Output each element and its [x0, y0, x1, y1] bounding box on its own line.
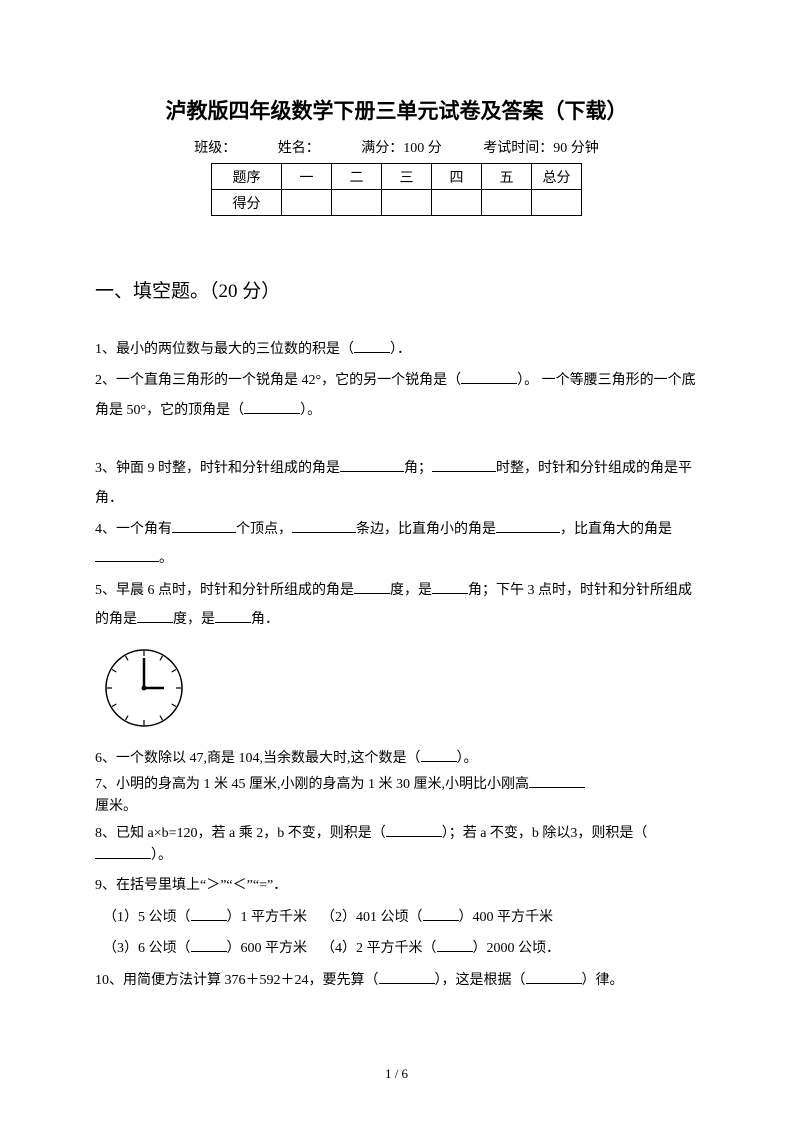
- question-text: 角．: [251, 612, 279, 627]
- fill-blank[interactable]: [95, 845, 151, 859]
- question-text: 2、一个直角三角形的一个锐角是 42°，它的另一个锐角是（: [95, 373, 461, 388]
- question-text: 厘米。: [95, 799, 137, 814]
- fill-blank[interactable]: [432, 458, 496, 472]
- fill-blank[interactable]: [340, 458, 404, 472]
- question-text: 8、已知 a×b=120，若 a 乘 2，b 不变，则积是（: [95, 826, 386, 841]
- question-text: 1、最小的两位数与最大的三位数的积是（: [95, 342, 354, 357]
- question-text: 度，是: [173, 612, 215, 627]
- question-text: ，比直角大的角是: [560, 522, 672, 537]
- question-text: ）。: [457, 751, 478, 766]
- fill-blank[interactable]: [244, 400, 300, 414]
- header-cell: 一: [282, 164, 332, 190]
- question-4: 4、一个角有 个顶点， 条边，比直角小的角是 ，比直角大的角是。: [95, 515, 698, 574]
- fill-blank[interactable]: [379, 970, 435, 984]
- score-cell: [482, 190, 532, 216]
- question-text: （3）6 公顷（: [103, 941, 191, 956]
- fullmark-label: 满分：100 分: [361, 141, 442, 156]
- question-text: （2）401 公顷（: [321, 910, 423, 925]
- question-text: 条边，比直角小的角是: [356, 522, 496, 537]
- question-text: 6、一个数除以 47,商是 104,当余数最大时,这个数是（: [95, 751, 421, 766]
- score-cell: [332, 190, 382, 216]
- fill-blank[interactable]: [95, 548, 159, 562]
- question-text: ），这是根据（: [435, 973, 526, 988]
- question-9-row2: （3）6 公顷（ ）600 平方米 （4）2 平方千米（ ）2000 公顷．: [95, 934, 698, 963]
- fill-blank[interactable]: [496, 519, 560, 533]
- header-cell: 题序: [212, 164, 282, 190]
- question-5: 5、早晨 6 点时，时针和分针所组成的角是度，是角；下午 3 点时，时针和分针所…: [95, 576, 698, 635]
- fill-blank[interactable]: [423, 907, 459, 921]
- score-cell: [532, 190, 582, 216]
- score-cell: [382, 190, 432, 216]
- exam-info-line: 班级： 姓名： 满分：100 分 考试时间：90 分钟: [95, 137, 698, 157]
- fill-blank[interactable]: [191, 907, 227, 921]
- table-row: 题序 一 二 三 四 五 总分: [212, 164, 582, 190]
- score-cell: [282, 190, 332, 216]
- fill-blank[interactable]: [432, 580, 468, 594]
- score-table: 题序 一 二 三 四 五 总分 得分: [211, 163, 582, 216]
- question-text: ）。: [151, 848, 172, 863]
- fill-blank[interactable]: [215, 609, 251, 623]
- fill-blank[interactable]: [529, 774, 585, 788]
- question-text: 5、早晨 6 点时，时针和分针所组成的角是: [95, 583, 354, 598]
- fill-blank[interactable]: [354, 580, 390, 594]
- question-10: 10、用简便方法计算 376＋592＋24，要先算（ ），这是根据（ ）律。: [95, 966, 698, 995]
- fill-blank[interactable]: [354, 339, 390, 353]
- fill-blank[interactable]: [137, 609, 173, 623]
- header-cell: 三: [382, 164, 432, 190]
- question-text: ）律。: [582, 973, 624, 988]
- question-text: ）600 平方米: [227, 941, 308, 956]
- question-6: 6、一个数除以 47,商是 104,当余数最大时,这个数是（ ）。: [95, 748, 698, 770]
- question-text: ）400 平方千米: [459, 910, 554, 925]
- question-text: 度，是: [390, 583, 432, 598]
- fill-blank[interactable]: [461, 370, 517, 384]
- clock-icon: [101, 645, 187, 731]
- name-label: 姓名：: [278, 141, 320, 156]
- question-text: 。: [159, 551, 173, 566]
- question-8: 8、已知 a×b=120，若 a 乘 2，b 不变，则积是（ ）；若 a 不变，b…: [95, 823, 698, 868]
- question-text: 个顶点，: [236, 522, 292, 537]
- table-row: 得分: [212, 190, 582, 216]
- score-cell: [432, 190, 482, 216]
- question-text: （1）5 公顷（: [103, 910, 191, 925]
- fill-blank[interactable]: [191, 938, 227, 952]
- class-label: 班级：: [194, 141, 236, 156]
- question-1: 1、最小的两位数与最大的三位数的积是（ ）．: [95, 335, 698, 364]
- fill-blank[interactable]: [386, 823, 442, 837]
- question-text: ）．: [390, 342, 411, 357]
- question-9: 9、在括号里填上“＞”“＜”“=”．: [95, 871, 698, 900]
- question-text: （4）2 平方千米（: [321, 941, 437, 956]
- question-text: ）；若 a 不变，b 除以3，则积是（: [442, 826, 648, 841]
- question-text: ）2000 公顷．: [473, 941, 561, 956]
- fill-blank[interactable]: [526, 970, 582, 984]
- question-7: 7、小明的身高为 1 米 45 厘米,小刚的身高为 1 米 30 厘米,小明比小…: [95, 774, 698, 819]
- question-9-row1: （1）5 公顷（ ）1 平方千米 （2）401 公顷（ ）400 平方千米: [95, 903, 698, 932]
- question-text: 7、小明的身高为 1 米 45 厘米,小刚的身高为 1 米 30 厘米,小明比小…: [95, 777, 529, 792]
- header-cell: 总分: [532, 164, 582, 190]
- fill-blank[interactable]: [172, 519, 236, 533]
- question-text: ）。: [300, 403, 321, 418]
- question-3: 3、钟面 9 时整，时针和分针组成的角是角；时整，时针和分针组成的角是平角．: [95, 454, 698, 513]
- score-label-cell: 得分: [212, 190, 282, 216]
- page-number: 1 / 6: [0, 1066, 793, 1082]
- header-cell: 四: [432, 164, 482, 190]
- clock-figure: [101, 645, 698, 736]
- fill-blank[interactable]: [437, 938, 473, 952]
- fill-blank[interactable]: [421, 748, 457, 762]
- time-label: 考试时间：90 分钟: [483, 141, 599, 156]
- question-text: ）1 平方千米: [227, 910, 308, 925]
- header-cell: 五: [482, 164, 532, 190]
- question-text: 10、用简便方法计算 376＋592＋24，要先算（: [95, 973, 379, 988]
- question-text: 3、钟面 9 时整，时针和分针组成的角是: [95, 461, 340, 476]
- question-text: 角；: [404, 461, 432, 476]
- fill-blank[interactable]: [292, 519, 356, 533]
- section-heading: 一、填空题。（20 分）: [95, 276, 698, 303]
- question-text: 4、一个角有: [95, 522, 172, 537]
- page-title: 泸教版四年级数学下册三单元试卷及答案（下载）: [95, 95, 698, 125]
- question-2: 2、一个直角三角形的一个锐角是 42°，它的另一个锐角是（）。 一个等腰三角形的…: [95, 366, 698, 425]
- header-cell: 二: [332, 164, 382, 190]
